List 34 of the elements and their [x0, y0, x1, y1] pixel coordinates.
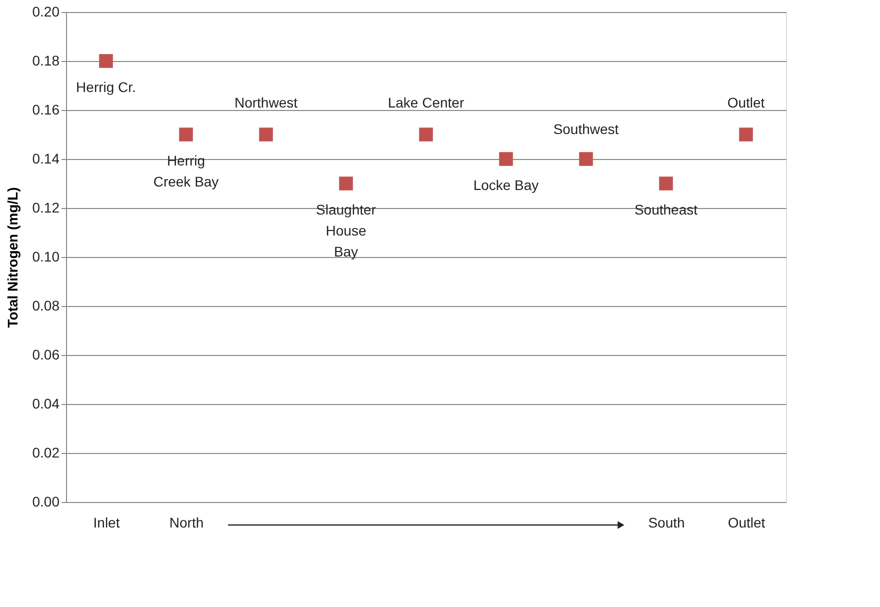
- y-tick-label: 0.00: [32, 494, 60, 510]
- x-tick-label: North: [169, 514, 204, 530]
- point: [499, 152, 513, 166]
- point: [419, 128, 433, 142]
- point: [99, 54, 113, 68]
- point: [659, 176, 673, 190]
- point: [739, 128, 753, 142]
- annotation: Slaughter House Bay: [316, 202, 376, 260]
- point: [339, 176, 353, 190]
- y-tick-label: 0.20: [32, 4, 60, 20]
- y-tick-label: 0.10: [32, 248, 60, 264]
- x-tick-label: Inlet: [93, 514, 120, 530]
- y-tick-label: 0.06: [32, 346, 60, 362]
- annotation: Outlet: [727, 94, 765, 110]
- annotation: Lake Center: [388, 94, 464, 110]
- y-tick-label: 0.02: [32, 444, 60, 460]
- y-axis-title: Total Nitrogen (mg/L): [4, 187, 20, 328]
- point: [259, 128, 273, 142]
- point: [579, 152, 593, 166]
- y-tick-label: 0.14: [32, 150, 60, 166]
- x-tick-label: Outlet: [728, 514, 766, 530]
- annotation: Locke Bay: [473, 177, 539, 193]
- y-tick-label: 0.16: [32, 102, 60, 118]
- point: [179, 128, 193, 142]
- x-tick-label: South: [648, 514, 685, 530]
- y-tick-label: 0.04: [32, 396, 60, 412]
- annotation: Southwest: [553, 121, 619, 137]
- annotation: Herrig Cr.: [76, 79, 136, 95]
- annotation: Herrig Creek Bay: [153, 152, 219, 190]
- y-tick-label: 0.18: [32, 52, 60, 68]
- annotation: Northwest: [234, 94, 298, 110]
- y-tick-label: 0.12: [32, 200, 60, 216]
- annotation: Southeast: [634, 202, 698, 218]
- y-tick-label: 0.08: [32, 298, 60, 314]
